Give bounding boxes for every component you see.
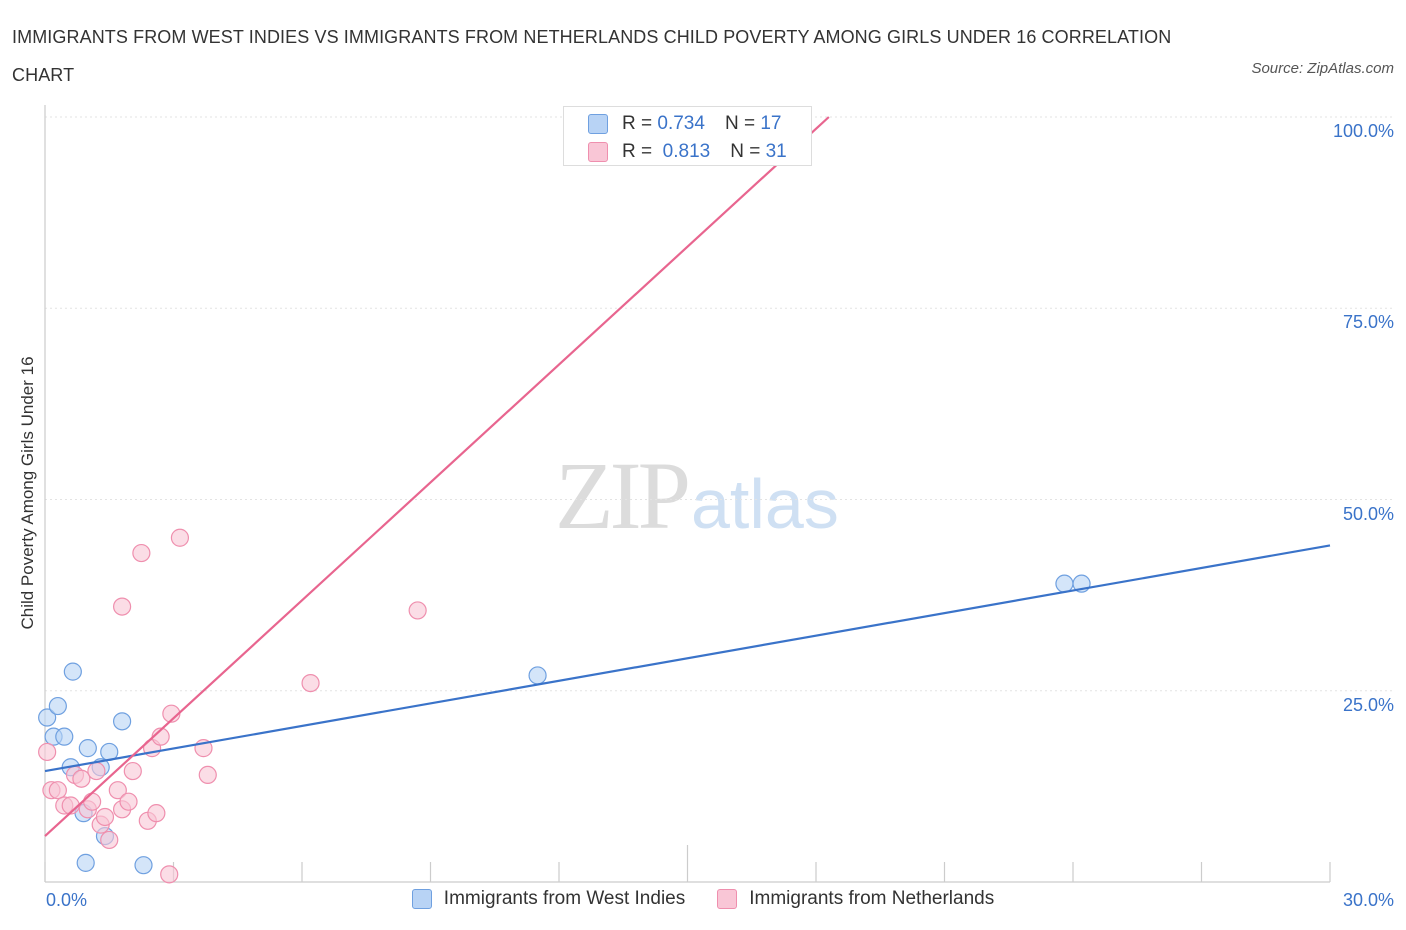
- n-value: 17: [760, 113, 782, 134]
- netherlands-trend-line: [44, 116, 830, 837]
- blue-swatch-icon: [588, 114, 608, 134]
- n-label: N =: [724, 113, 756, 134]
- watermark-atlas: atlas: [691, 465, 839, 543]
- west-indies-point: [48, 696, 67, 716]
- west-indies-trend-line: [44, 544, 1331, 773]
- n-label: N =: [730, 141, 761, 162]
- netherlands-point: [72, 769, 91, 788]
- r-label: R =: [622, 141, 653, 162]
- netherlands-point: [170, 528, 190, 547]
- netherlands-point: [160, 865, 179, 884]
- n-value: 31: [765, 141, 787, 162]
- y-tick-label: 25.0%: [1342, 694, 1394, 715]
- legend-label: Immigrants from West Indies: [443, 888, 686, 909]
- watermark: ZIPatlas: [555, 440, 839, 551]
- netherlands-point: [132, 543, 151, 563]
- y-tick-label: 50.0%: [1342, 503, 1394, 524]
- west-indies-point: [112, 712, 132, 731]
- west-indies-point: [1055, 574, 1074, 593]
- r-value: 0.734: [657, 113, 705, 134]
- pink-swatch-icon: [717, 889, 738, 909]
- trend-lines: [44, 116, 1331, 837]
- netherlands-point: [100, 830, 119, 850]
- netherlands-point: [408, 601, 427, 620]
- axes: [44, 105, 1331, 883]
- netherlands-point: [112, 597, 132, 616]
- legend-label: Immigrants from Netherlands: [749, 888, 995, 909]
- x-tick-label-max: 30.0%: [1342, 890, 1394, 910]
- legend-row-west-indies: R = 0.734 N = 17: [588, 112, 781, 136]
- netherlands-point: [123, 761, 142, 781]
- gridlines: [45, 116, 1392, 692]
- blue-swatch-icon: [411, 889, 432, 909]
- netherlands-point: [87, 761, 106, 781]
- x-tick-label-min: 0.0%: [46, 890, 88, 910]
- west-indies-point: [38, 708, 57, 727]
- netherlands-point: [48, 781, 67, 800]
- west-indies-point: [134, 856, 153, 875]
- netherlands-point: [119, 792, 138, 811]
- west-indies-point: [528, 666, 547, 685]
- netherlands-point: [108, 781, 127, 800]
- r-label: R =: [622, 113, 653, 134]
- legend-item-west-indies[interactable]: Immigrants from West Indies: [411, 888, 686, 910]
- west-indies-point: [63, 662, 82, 681]
- netherlands-point: [147, 804, 166, 823]
- chart-title: IMMIGRANTS FROM WEST INDIES VS IMMIGRANT…: [12, 27, 1172, 85]
- r-value: 0.813: [662, 141, 711, 162]
- source-label: Source: ZipAtlas.com: [1251, 60, 1394, 77]
- stats-legend: R = 0.734 N = 17 R = 0.813 N = 31: [563, 106, 812, 166]
- netherlands-point: [95, 807, 115, 827]
- series-legend: Immigrants from West Indies Immigrants f…: [0, 888, 1406, 910]
- y-tick-label: 75.0%: [1342, 312, 1394, 333]
- legend-row-netherlands: R = 0.813 N = 31: [588, 140, 787, 164]
- west-indies-point: [55, 727, 74, 746]
- west-indies-point: [76, 853, 95, 872]
- netherlands-point: [38, 742, 57, 762]
- watermark-zip: ZIP: [555, 442, 691, 549]
- pink-swatch-icon: [588, 142, 608, 162]
- y-tick-label: 100.0%: [1332, 121, 1394, 141]
- netherlands-point: [83, 792, 102, 811]
- data-points: [38, 107, 1091, 884]
- netherlands-point: [198, 765, 217, 785]
- netherlands-point: [301, 673, 320, 693]
- legend-item-netherlands[interactable]: Immigrants from Netherlands: [717, 888, 994, 910]
- west-indies-point: [78, 739, 97, 758]
